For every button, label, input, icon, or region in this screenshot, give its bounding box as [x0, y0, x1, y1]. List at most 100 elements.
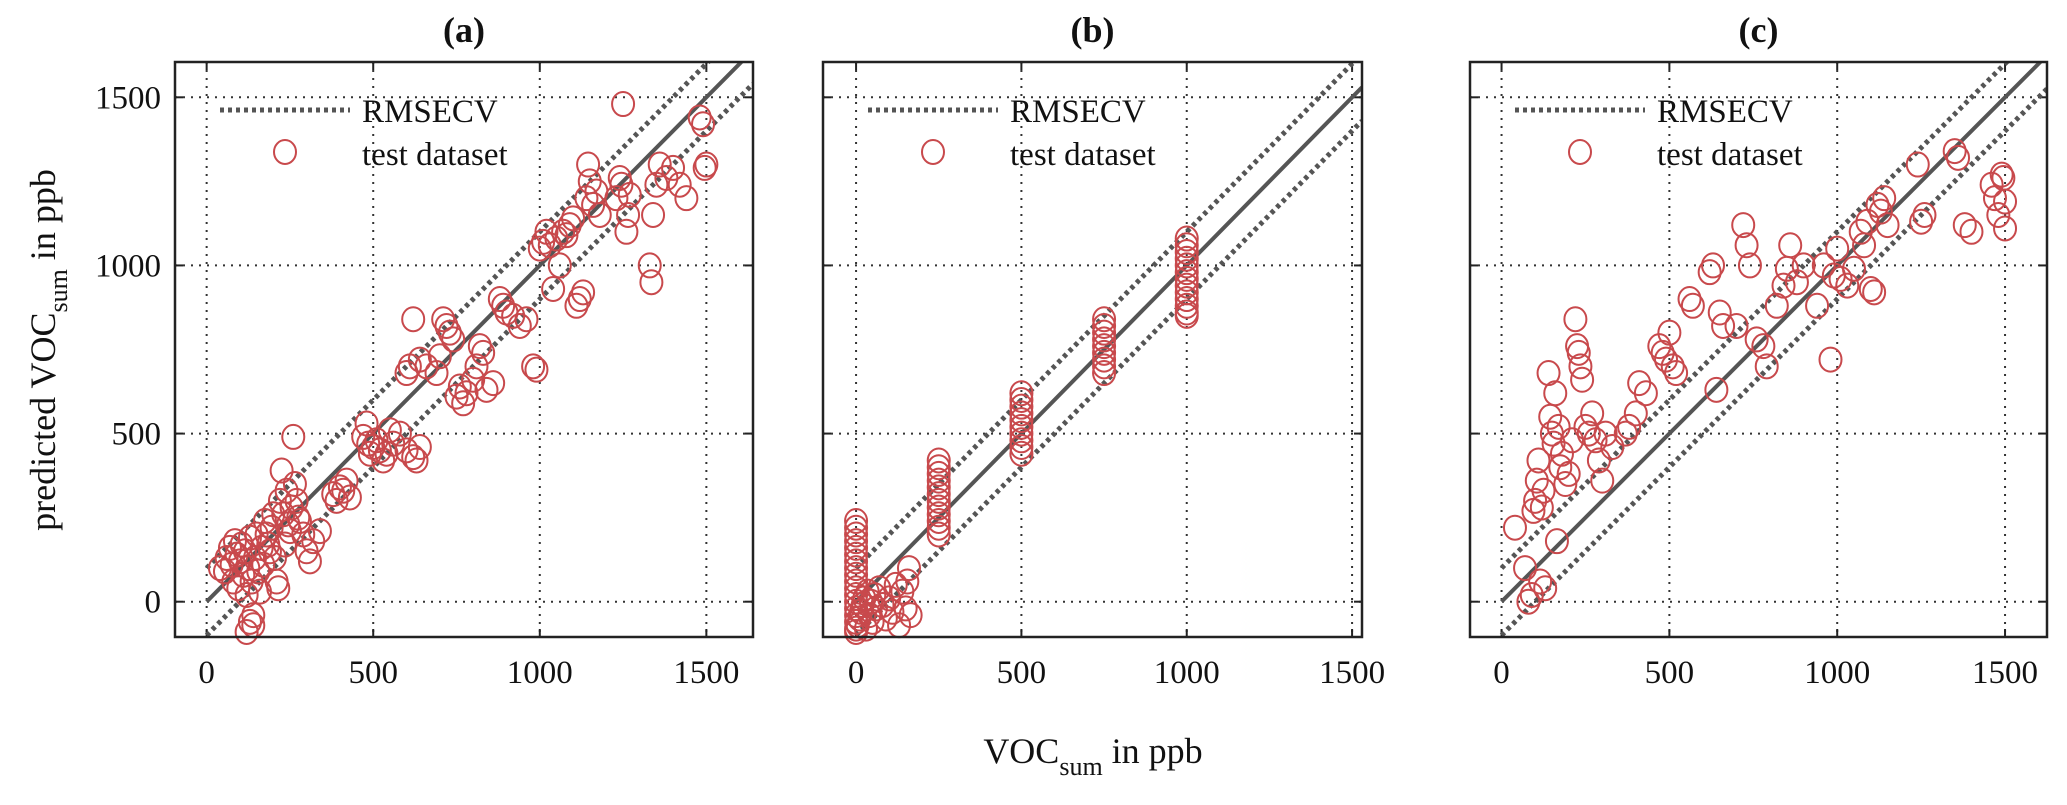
data-point	[1754, 353, 1779, 380]
data-point	[1784, 269, 1809, 296]
data-point	[1875, 212, 1900, 239]
data-point	[1174, 245, 1199, 272]
legend-test-dataset-swatch	[273, 139, 297, 165]
data-point	[674, 185, 699, 212]
data-point	[474, 376, 499, 403]
data-point	[431, 306, 456, 333]
data-point	[576, 151, 601, 178]
data-point	[1174, 252, 1199, 279]
data-point	[1009, 380, 1034, 407]
data-point	[1563, 306, 1588, 333]
data-point	[1529, 494, 1554, 521]
data-point	[926, 521, 951, 548]
data-point	[853, 615, 878, 642]
data-point	[641, 201, 666, 228]
data-point	[1526, 447, 1551, 474]
data-point	[1548, 454, 1573, 481]
data-point	[557, 212, 582, 239]
x-axis-label-sub: sum	[1059, 752, 1102, 781]
data-point	[1657, 319, 1682, 346]
data-point	[1546, 413, 1571, 440]
data-point	[1600, 434, 1625, 461]
data-point	[427, 343, 452, 370]
legend-test-dataset-label: test dataset	[1010, 137, 1156, 173]
data-point	[1092, 319, 1117, 346]
data-point	[1009, 427, 1034, 454]
data-point	[1711, 312, 1736, 339]
data-point	[1580, 400, 1605, 427]
data-point	[471, 339, 496, 366]
data-point	[447, 373, 472, 400]
y-tick-label: 500	[112, 417, 162, 453]
data-point	[1092, 353, 1117, 380]
data-point	[434, 312, 459, 339]
data-point	[407, 346, 432, 373]
data-point	[1553, 471, 1578, 498]
x-tick-label: 0	[848, 655, 865, 691]
data-point	[1513, 555, 1538, 582]
series-test-dataset	[207, 91, 719, 645]
data-point	[1174, 259, 1199, 286]
data-point	[334, 467, 359, 494]
data-point	[571, 279, 596, 306]
data-point	[926, 474, 951, 501]
rmsecv-lower-line	[1499, 87, 2047, 637]
x-tick-label: 1000	[1804, 655, 1870, 691]
data-point	[407, 434, 432, 461]
data-point	[687, 104, 712, 131]
series-test-dataset	[1502, 138, 2018, 615]
data-point	[926, 494, 951, 521]
data-point	[661, 154, 686, 181]
data-point	[564, 292, 589, 319]
data-point	[926, 460, 951, 487]
y-tick-label: 0	[145, 585, 162, 621]
data-point	[604, 185, 629, 212]
data-point	[1986, 201, 2011, 228]
data-point	[1633, 380, 1658, 407]
data-point	[1009, 386, 1034, 413]
panel-title: (a)	[443, 10, 485, 50]
data-point	[1946, 144, 1971, 171]
data-point	[1009, 393, 1034, 420]
data-point	[454, 380, 479, 407]
data-point	[234, 618, 259, 645]
data-point	[357, 440, 382, 467]
data-point	[1092, 339, 1117, 366]
data-point	[1825, 235, 1850, 262]
data-point	[467, 333, 492, 360]
data-point	[1576, 420, 1601, 447]
data-point	[214, 544, 239, 571]
data-point	[487, 286, 512, 313]
data-point	[1734, 232, 1759, 259]
data-point	[1858, 275, 1883, 302]
data-point	[1835, 272, 1860, 299]
data-point	[1778, 232, 1803, 259]
data-point	[401, 306, 426, 333]
data-point	[524, 356, 549, 383]
data-point	[926, 501, 951, 528]
data-point	[1593, 420, 1618, 447]
data-point	[926, 481, 951, 508]
data-point	[1009, 413, 1034, 440]
data-point	[1523, 487, 1548, 514]
data-point	[1952, 212, 1977, 239]
data-point	[1942, 138, 1967, 165]
data-point	[1744, 326, 1769, 353]
legend-test-dataset-swatch	[921, 139, 945, 165]
data-point	[1613, 420, 1638, 447]
data-point	[1538, 403, 1563, 430]
data-point	[541, 275, 566, 302]
data-point	[461, 366, 486, 393]
data-point	[281, 423, 306, 450]
series-test-dataset	[844, 225, 1199, 645]
data-point	[844, 507, 869, 534]
data-point	[1989, 161, 2014, 188]
data-point	[331, 477, 356, 504]
data-point	[1556, 460, 1581, 487]
data-point	[266, 575, 291, 602]
x-tick-label: 500	[1645, 655, 1695, 691]
data-point	[614, 218, 639, 245]
data-point	[862, 581, 887, 608]
